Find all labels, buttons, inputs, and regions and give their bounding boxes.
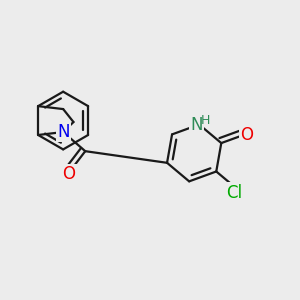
Text: O: O bbox=[63, 165, 76, 183]
Text: N: N bbox=[57, 123, 69, 141]
Text: H: H bbox=[201, 115, 210, 128]
Text: Cl: Cl bbox=[226, 184, 242, 202]
Text: O: O bbox=[241, 126, 254, 144]
Text: N: N bbox=[190, 116, 203, 134]
